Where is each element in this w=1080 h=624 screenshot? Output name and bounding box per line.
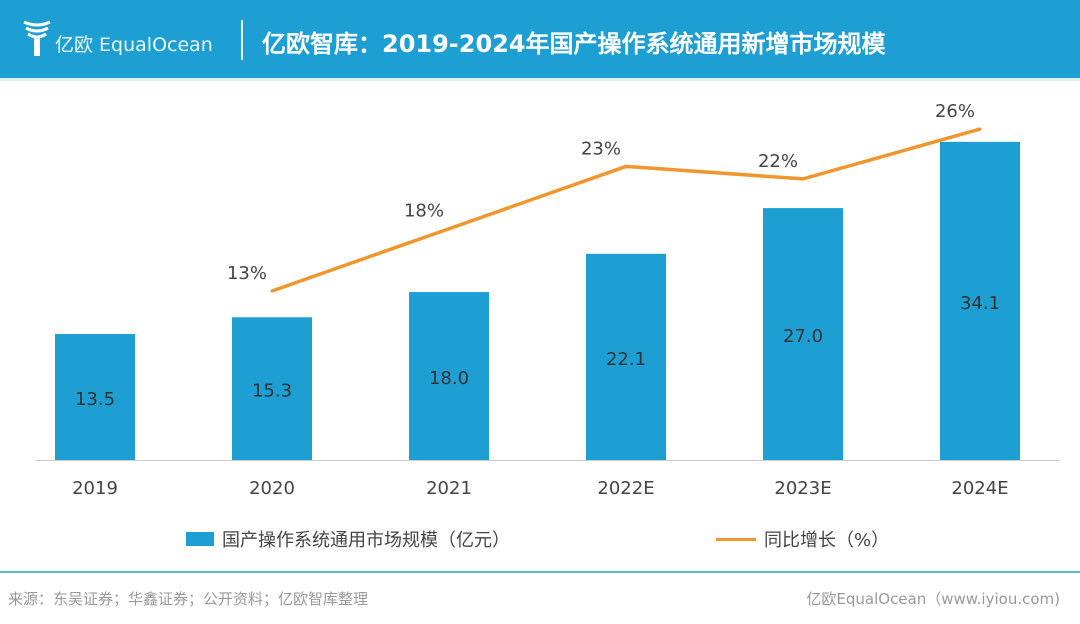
chart-area: 13.5 2019 15.3 2020 18.0 2021 22.1 2022E 27.0 202… <box>35 101 1060 499</box>
x-tick-label: 2024E <box>951 478 1008 499</box>
legend-line-label: 同比增长（%） <box>764 530 890 551</box>
x-tick-label: 2020 <box>249 478 295 499</box>
x-tick-label: 2021 <box>426 478 472 499</box>
footer-divider <box>0 571 1080 573</box>
bar-value-label: 13.5 <box>75 389 115 410</box>
bar <box>586 253 666 460</box>
growth-label: 18% <box>404 201 444 222</box>
equalocean-logo-icon <box>23 20 51 56</box>
bar-value-label: 15.3 <box>252 381 292 402</box>
bar-value-label: 22.1 <box>606 349 646 370</box>
legend-bar-swatch <box>186 532 214 546</box>
growth-label: 13% <box>227 263 267 284</box>
x-tick-label: 2022E <box>597 478 654 499</box>
header-underline <box>0 78 1080 81</box>
growth-label: 23% <box>581 138 621 159</box>
chart-title: 亿欧智库：2019-2024年国产操作系统通用新增市场规模 <box>262 30 886 58</box>
growth-point <box>447 227 451 231</box>
x-tick-label: 2023E <box>774 478 831 499</box>
growth-label: 22% <box>758 151 798 172</box>
growth-point <box>801 177 805 181</box>
header-divider <box>241 20 243 60</box>
bar-value-label: 34.1 <box>960 293 1000 314</box>
growth-point <box>978 127 982 131</box>
bar-value-label: 27.0 <box>783 326 823 347</box>
credit-note: 亿欧EqualOcean（www.iyiou.com) <box>806 590 1060 608</box>
growth-point <box>270 289 274 293</box>
source-note: 来源：东吴证券；华鑫证券；公开资料；亿欧智库整理 <box>8 590 369 608</box>
bar-value-label: 18.0 <box>429 368 469 389</box>
header-banner: 亿欧 EqualOcean 亿欧智库：2019-2024年国产操作系统通用新增市… <box>0 0 1080 78</box>
bar <box>409 292 489 460</box>
bar <box>232 317 312 460</box>
growth-point <box>624 164 628 168</box>
legend-bar: 国产操作系统通用市场规模（亿元） <box>186 526 510 552</box>
brand-name: 亿欧 EqualOcean <box>55 34 213 56</box>
legend-line-swatch <box>716 537 756 541</box>
bar <box>55 334 135 460</box>
legend-bar-label: 国产操作系统通用市场规模（亿元） <box>222 530 510 551</box>
bar <box>940 141 1020 461</box>
growth-label: 26% <box>935 101 975 122</box>
bar <box>763 208 843 460</box>
x-tick-label: 2019 <box>72 478 118 499</box>
legend-line: 同比增长（%） <box>716 526 889 552</box>
